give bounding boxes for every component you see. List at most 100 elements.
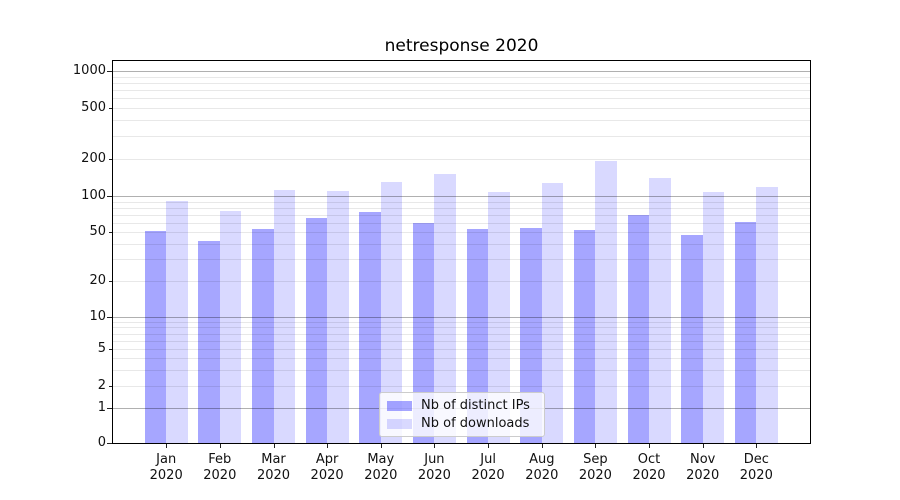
y-tick-mark-500 <box>109 108 112 109</box>
y-tick-label-200: 200 <box>81 151 106 166</box>
x-tick-label-aug: Aug 2020 <box>525 452 559 483</box>
y-tick-label-50: 50 <box>89 224 106 239</box>
bar-nb-of-distinct-ips-feb <box>198 241 220 443</box>
x-tick-mark-dec <box>756 444 758 448</box>
x-tick-mark-mar <box>273 444 275 448</box>
gridline-80 <box>113 207 810 209</box>
bar-nb-of-distinct-ips-jan <box>144 231 167 443</box>
gridline-5 <box>113 349 810 350</box>
bar-nb-of-distinct-ips-mar <box>252 229 274 443</box>
bar-nb-of-distinct-ips-oct <box>627 215 649 443</box>
gridline-7 <box>113 333 810 335</box>
gridline-10 <box>113 317 810 318</box>
legend-row-distinct-ips: Nb of distinct IPs <box>387 398 536 413</box>
x-tick-label-dec: Dec 2020 <box>739 452 773 483</box>
bar-nb-of-downloads-jun <box>434 174 456 443</box>
x-tick-label-oct: Oct 2020 <box>632 452 666 483</box>
gridline-900 <box>113 76 810 78</box>
gridline-500 <box>113 108 810 109</box>
x-tick-label-mar: Mar 2020 <box>256 452 291 483</box>
legend-row-downloads: Nb of downloads <box>387 416 536 431</box>
y-tick-mark-20 <box>109 281 112 282</box>
x-tick-label-jun: Jun 2020 <box>417 452 451 483</box>
bar-nb-of-distinct-ips-may <box>359 211 381 443</box>
x-tick-mark-feb <box>219 444 221 448</box>
y-tick-mark-5 <box>109 349 112 350</box>
y-tick-label-20: 20 <box>89 273 106 288</box>
x-tick-mark-may <box>380 444 382 448</box>
bar-nb-of-downloads-nov <box>702 191 725 443</box>
x-tick-mark-sep <box>595 444 597 448</box>
gridline-400 <box>113 120 810 122</box>
gridline-70 <box>113 214 810 216</box>
gridline-60 <box>113 222 810 224</box>
y-tick-mark-1 <box>107 408 112 409</box>
bar-nb-of-downloads-sep <box>595 160 617 443</box>
chart-title: netresponse 2020 <box>384 36 539 56</box>
gridline-4 <box>113 358 810 359</box>
y-tick-mark-1000 <box>107 71 112 72</box>
y-tick-mark-100 <box>107 196 112 197</box>
x-tick-mark-oct <box>649 444 650 448</box>
legend-label-downloads: Nb of downloads <box>421 416 530 431</box>
gridline-20 <box>113 281 810 282</box>
x-tick-label-apr: Apr 2020 <box>310 452 344 483</box>
gridline-8 <box>113 327 810 329</box>
bar-nb-of-distinct-ips-dec <box>734 221 757 443</box>
legend-swatch-downloads <box>387 418 412 429</box>
y-tick-label-5: 5 <box>97 341 106 356</box>
x-tick-mark-aug <box>541 444 543 448</box>
gridline-100 <box>113 196 810 197</box>
bar-nb-of-downloads-feb <box>219 210 242 443</box>
bar-nb-of-distinct-ips-jul <box>466 229 489 443</box>
gridline-9 <box>113 321 810 323</box>
bar-nb-of-distinct-ips-sep <box>573 230 596 443</box>
bar-nb-of-distinct-ips-nov <box>681 235 703 443</box>
y-tick-mark-10 <box>107 317 112 318</box>
bar-nb-of-distinct-ips-jun <box>412 223 435 443</box>
gridline-30 <box>113 259 810 261</box>
x-tick-label-jan: Jan 2020 <box>149 452 183 483</box>
gridline-200 <box>113 159 810 160</box>
y-tick-label-2: 2 <box>97 378 106 393</box>
y-tick-label-1000: 1000 <box>72 63 106 78</box>
bar-nb-of-downloads-aug <box>541 182 564 443</box>
gridline-600 <box>113 98 810 100</box>
x-tick-mark-nov <box>702 444 704 448</box>
bar-nb-of-downloads-dec <box>756 187 778 443</box>
y-tick-label-100: 100 <box>81 188 106 203</box>
bar-nb-of-downloads-apr <box>327 190 349 443</box>
x-tick-label-may: May 2020 <box>364 452 398 483</box>
bar-nb-of-downloads-oct <box>649 178 671 443</box>
bar-nb-of-distinct-ips-aug <box>520 228 542 443</box>
y-tick-mark-0 <box>107 443 112 444</box>
y-tick-mark-50 <box>109 232 112 233</box>
gridline-1000 <box>113 71 810 72</box>
y-tick-label-500: 500 <box>81 100 106 115</box>
x-tick-label-feb: Feb 2020 <box>203 452 237 483</box>
gridline-40 <box>113 243 810 245</box>
bar-nb-of-distinct-ips-apr <box>305 218 328 443</box>
x-tick-label-nov: Nov 2020 <box>686 452 720 483</box>
x-tick-mark-apr <box>327 444 329 448</box>
legend: Nb of distinct IPs Nb of downloads <box>379 392 545 437</box>
gridline-800 <box>113 82 810 84</box>
legend-label-distinct-ips: Nb of distinct IPs <box>421 398 530 413</box>
bar-nb-of-downloads-jul <box>488 191 510 443</box>
gridline-3 <box>113 369 810 371</box>
x-tick-label-sep: Sep 2020 <box>578 452 612 483</box>
gridline-300 <box>113 136 810 138</box>
y-tick-mark-200 <box>109 159 112 160</box>
y-tick-label-10: 10 <box>89 309 106 324</box>
gridline-50 <box>113 232 810 233</box>
x-tick-mark-jun <box>434 444 436 448</box>
gridline-90 <box>113 201 810 203</box>
x-tick-mark-jul <box>488 444 490 448</box>
gridline-700 <box>113 90 810 91</box>
bar-nb-of-downloads-jan <box>166 200 188 443</box>
gridline-6 <box>113 340 810 342</box>
y-tick-mark-2 <box>109 386 112 387</box>
x-tick-label-jul: Jul 2020 <box>471 452 505 483</box>
plot-area: Nb of distinct IPs Nb of downloads <box>112 60 811 444</box>
